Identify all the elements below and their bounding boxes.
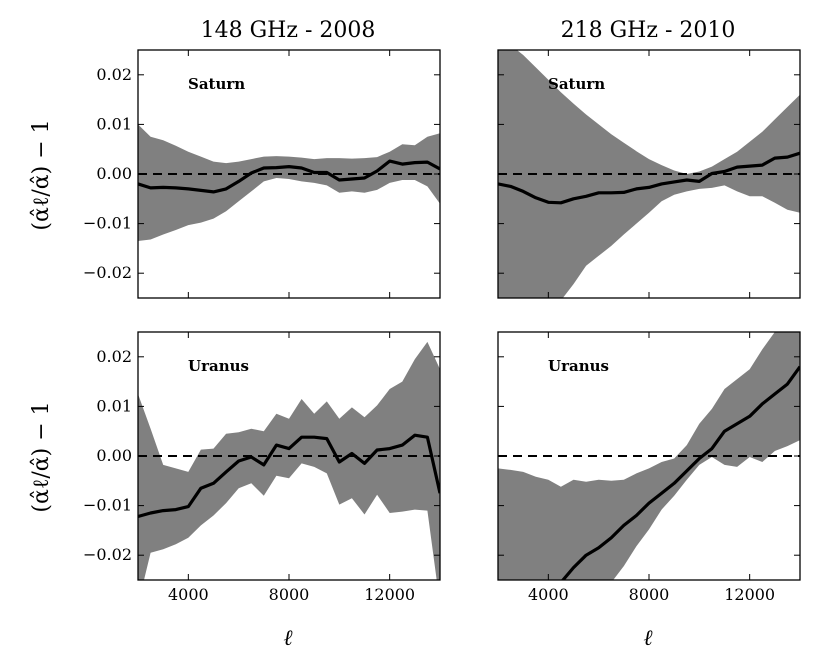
x-tick-label: 8000	[629, 585, 670, 604]
x-tick-label: 12000	[364, 585, 415, 604]
y-tick-label: 0.02	[96, 65, 132, 84]
y-tick-label: −0.02	[83, 263, 132, 282]
x-axis-label-left: ℓ	[283, 626, 293, 651]
y-tick-label: −0.01	[83, 214, 132, 233]
plot-area	[498, 332, 800, 580]
y-tick-label: 0.00	[96, 164, 132, 183]
error-band	[138, 124, 440, 241]
y-tick-label: 0.00	[96, 446, 132, 465]
x-tick-label: 12000	[724, 585, 775, 604]
y-tick-label: −0.01	[83, 496, 132, 515]
error-band	[138, 341, 440, 580]
plot-area	[138, 341, 440, 580]
column-title-right: 218 GHz - 2010	[561, 18, 736, 43]
y-axis-label-bottom: (α̂ℓ/α̂) − 1	[29, 401, 54, 512]
data-series-line	[498, 151, 800, 205]
panel-top-left: −0.02 −0.01 0.00 0.01 0.02 Saturn	[83, 49, 441, 299]
planet-label: Uranus	[188, 357, 249, 375]
error-band	[498, 332, 800, 580]
plot-area	[138, 124, 440, 241]
y-tick-label: 0.02	[96, 347, 132, 366]
data-series-line	[138, 159, 440, 194]
x-tick-label: 4000	[168, 585, 209, 604]
planet-label: Uranus	[548, 357, 609, 375]
y-tick-label: −0.02	[83, 545, 132, 564]
error-band	[498, 50, 800, 298]
data-series-line	[138, 433, 440, 519]
planet-label: Saturn	[188, 75, 245, 93]
panel-top-right: Saturn	[497, 49, 801, 299]
planet-label: Saturn	[548, 75, 605, 93]
panel-bottom-right: 4000 8000 12000 Uranus	[497, 331, 801, 604]
panel-bottom-left: −0.02 −0.01 0.00 0.01 0.02 4000 8000 12000 Uranu…	[83, 331, 441, 604]
x-tick-label: 8000	[269, 585, 310, 604]
x-tick-label: 4000	[528, 585, 569, 604]
y-axis-label-top: (α̂ℓ/α̂) − 1	[29, 119, 54, 230]
column-title-left: 148 GHz - 2008	[201, 18, 376, 43]
y-tick-label: 0.01	[96, 114, 132, 133]
x-axis-label-right: ℓ	[643, 626, 653, 651]
data-series-line	[560, 365, 800, 580]
plot-area	[498, 50, 800, 298]
y-tick-label: 0.01	[96, 396, 132, 415]
